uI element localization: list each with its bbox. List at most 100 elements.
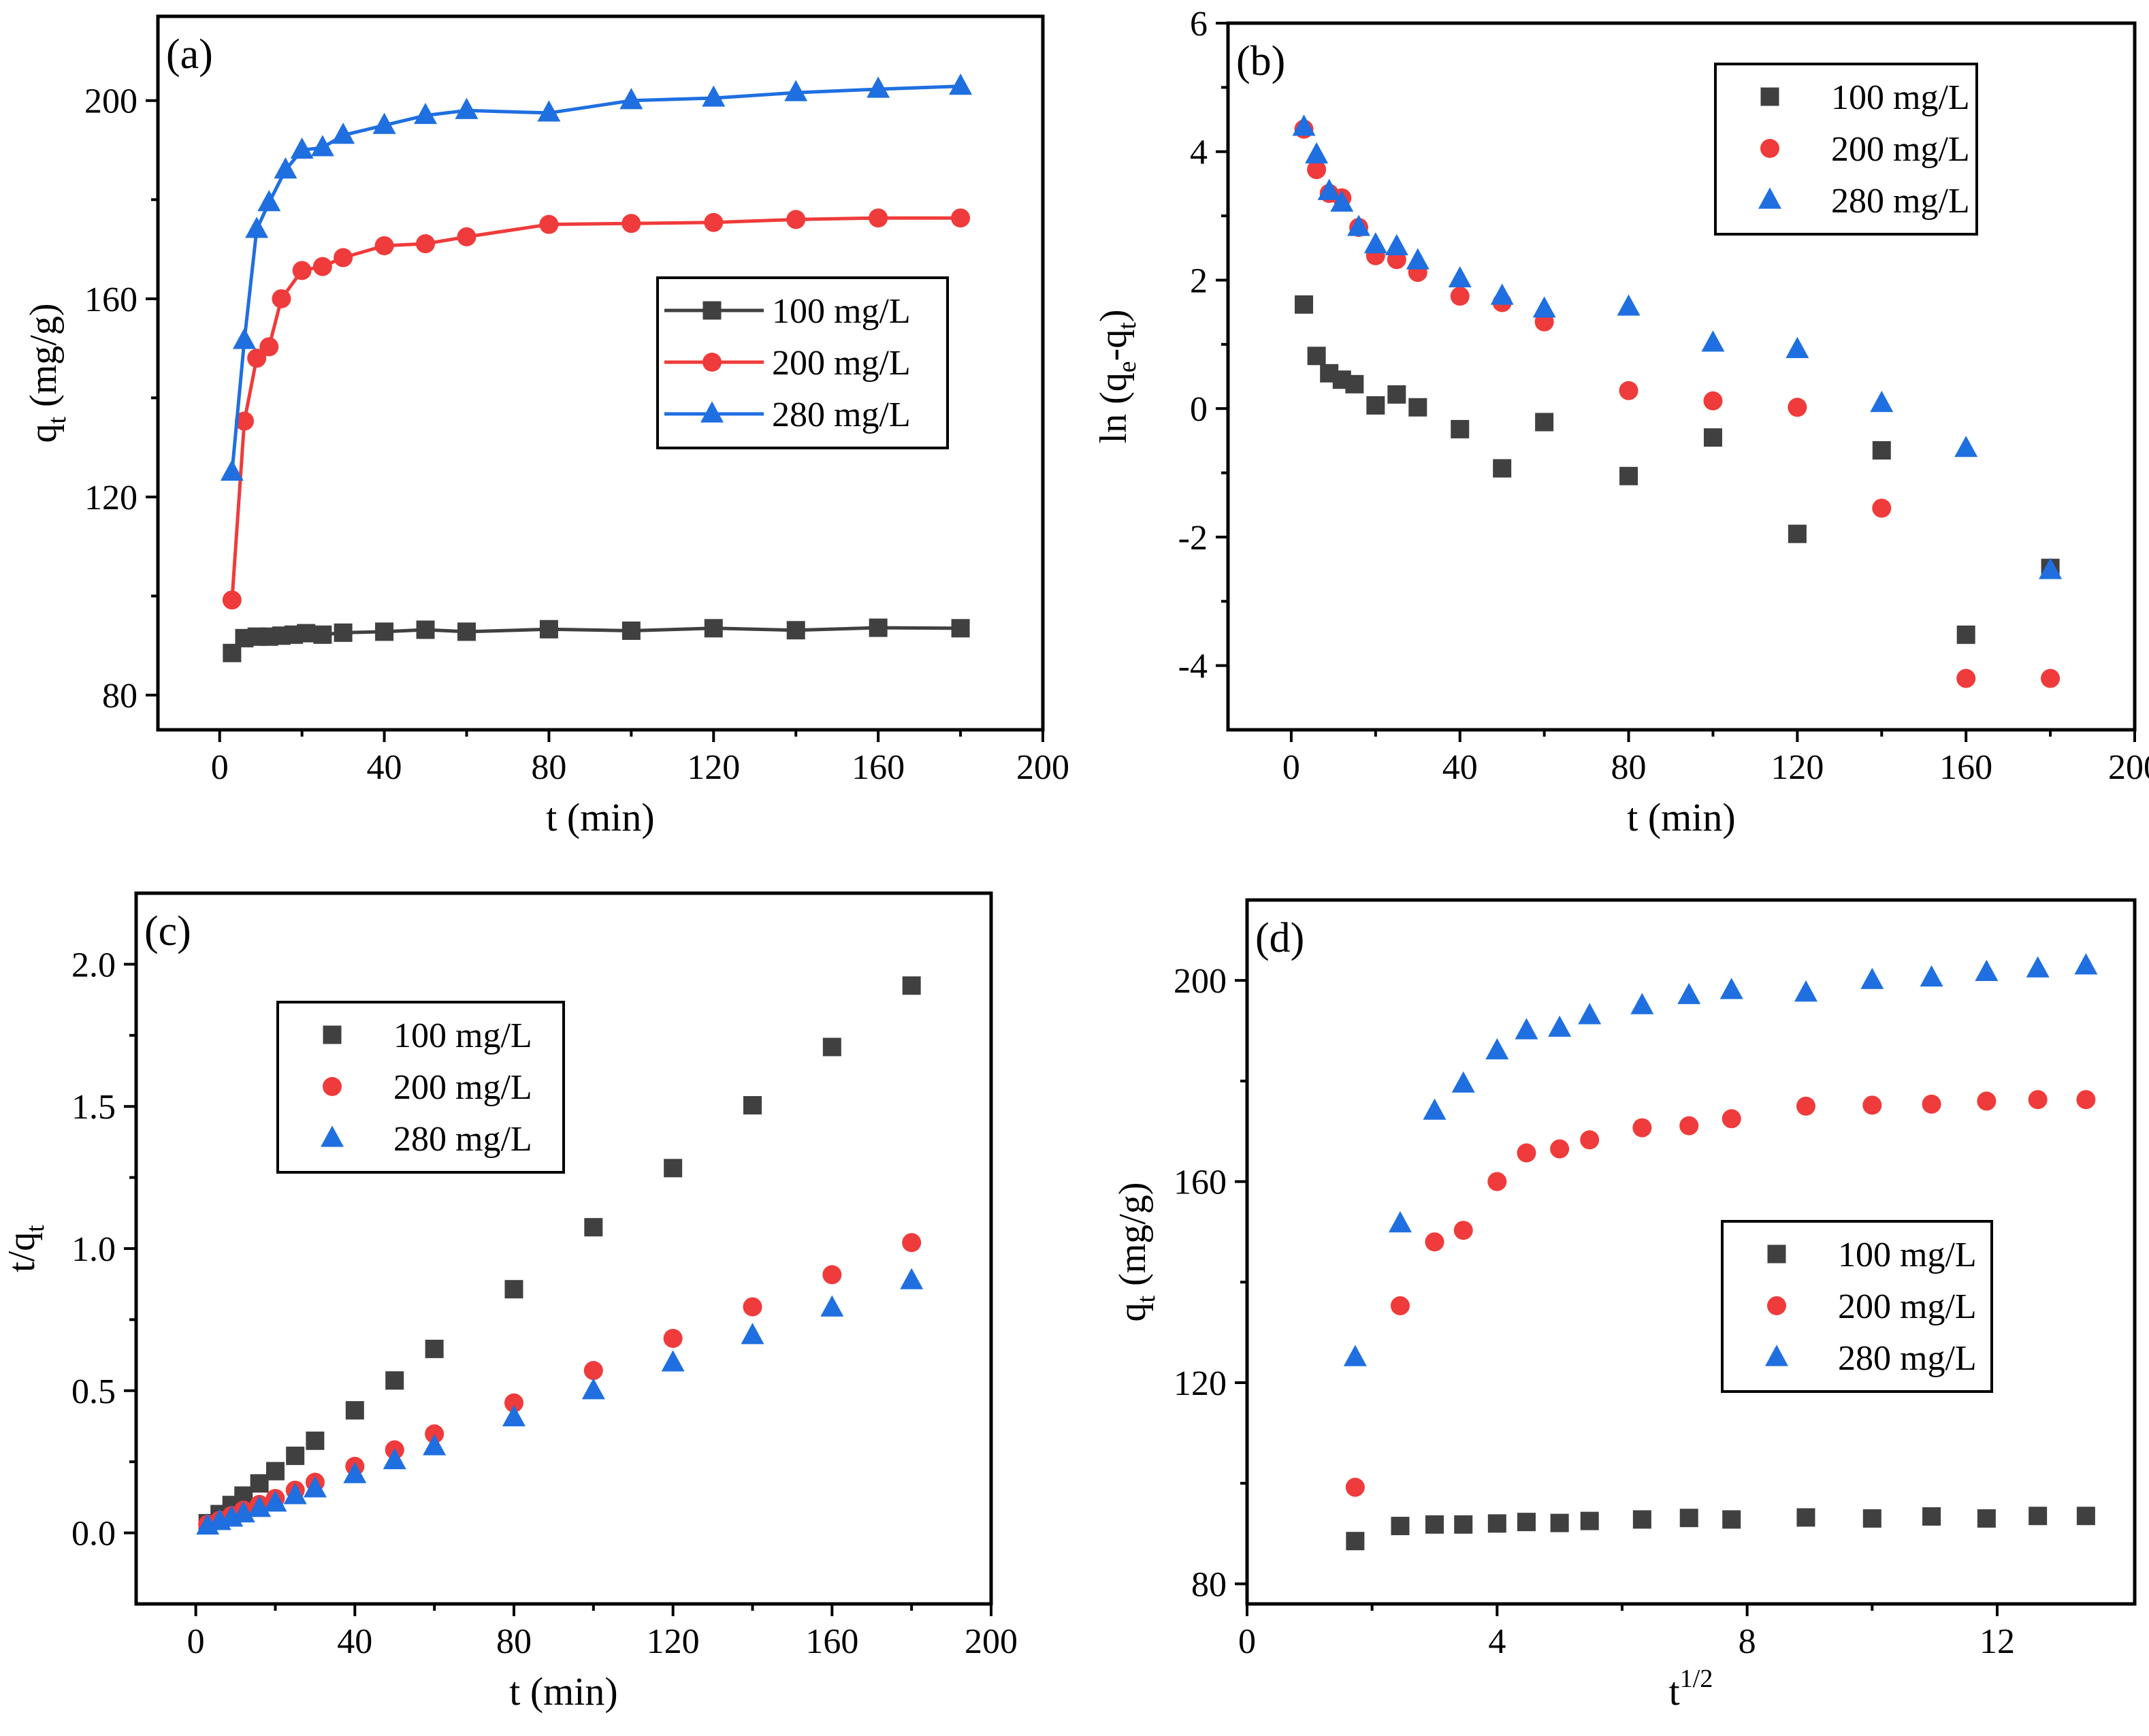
x-tick-label: 0: [1282, 748, 1300, 787]
data-point: [1408, 398, 1427, 417]
data-point: [272, 289, 291, 308]
data-point: [234, 411, 254, 431]
y-tick-label: 0.0: [71, 1515, 116, 1554]
data-point: [265, 1462, 285, 1481]
y-axis-label: t/qt: [1, 1225, 50, 1272]
data-point: [220, 459, 244, 481]
data-point: [334, 248, 353, 268]
data-point: [1977, 1091, 1997, 1111]
legend-marker: [323, 1025, 342, 1044]
legend-label: 280 mg/L: [1838, 1339, 1977, 1378]
data-point: [1922, 1507, 1941, 1526]
data-point: [1346, 1532, 1365, 1551]
legend-box: [1714, 63, 1978, 236]
legend-label: 200 mg/L: [1838, 1287, 1977, 1326]
data-point: [822, 1265, 842, 1285]
series-200-mg-l: [222, 208, 971, 610]
data-point: [951, 619, 970, 638]
data-point: [902, 976, 921, 995]
x-tick-label: 80: [496, 1622, 532, 1661]
y-tick-label: 4: [1190, 133, 1208, 172]
data-point: [1703, 428, 1722, 447]
legend-marker: [1765, 1345, 1788, 1366]
data-point: [1701, 330, 1725, 352]
y-tick-label: 1.5: [71, 1088, 116, 1127]
series-280-mg-l: [196, 1268, 924, 1535]
legend-marker: [702, 353, 722, 372]
data-point: [290, 137, 314, 159]
data-point: [1872, 498, 1892, 518]
data-point: [584, 1218, 603, 1237]
series-100-mg-l: [1346, 1507, 2095, 1551]
data-point: [1517, 1143, 1536, 1163]
data-point: [2041, 669, 2061, 688]
data-point: [1794, 980, 1817, 1002]
x-tick-label: 200: [2108, 748, 2149, 787]
y-tick-label: 200: [84, 82, 138, 121]
data-point: [1385, 234, 1408, 255]
x-tick-label: 40: [367, 748, 402, 787]
legend-marker: [1758, 187, 1781, 209]
data-point: [1388, 1211, 1412, 1233]
data-point: [1363, 231, 1387, 254]
data-point: [423, 1434, 447, 1456]
data-point: [1453, 1221, 1473, 1240]
data-point: [1719, 978, 1743, 999]
data-point: [1387, 385, 1406, 404]
legend-marker: [1767, 1244, 1786, 1264]
data-point: [1295, 295, 1314, 314]
data-point: [743, 1096, 762, 1115]
data-point: [1862, 1509, 1881, 1528]
data-point: [539, 214, 559, 234]
series-280-mg-l: [220, 74, 973, 481]
legend-marker: [702, 301, 722, 320]
plot-frame: [1245, 898, 2137, 1606]
data-point: [504, 1393, 523, 1413]
data-point: [1487, 1172, 1507, 1191]
y-axis-label: qt (mg/g): [22, 304, 71, 443]
y-tick-label: -2: [1178, 519, 1208, 558]
data-point: [2076, 1507, 2095, 1526]
data-point: [1956, 669, 1976, 688]
data-point: [1619, 466, 1638, 485]
data-point: [663, 1328, 683, 1348]
data-point: [1423, 1098, 1447, 1120]
y-tick-label: 200: [1174, 962, 1227, 1001]
data-point: [2028, 1090, 2048, 1110]
legend-label: 280 mg/L: [772, 396, 911, 434]
data-point: [619, 88, 643, 110]
x-tick-label: 120: [647, 1622, 700, 1661]
data-point: [1366, 396, 1385, 415]
data-point: [1535, 413, 1554, 432]
panel-label: (b): [1236, 38, 1285, 84]
data-point: [902, 1233, 922, 1253]
data-point: [621, 214, 641, 234]
data-point: [245, 216, 269, 238]
x-tick-label: 0: [187, 1622, 205, 1661]
data-point: [539, 620, 558, 639]
data-point: [313, 625, 332, 644]
data-point: [1722, 1109, 1741, 1129]
data-point: [312, 257, 332, 276]
data-point: [1515, 1018, 1538, 1040]
legend-label: 280 mg/L: [393, 1120, 532, 1159]
data-point: [1307, 160, 1327, 180]
series-200-mg-l: [1345, 1090, 2096, 1497]
data-point: [661, 1350, 685, 1372]
series-100-mg-l: [1295, 295, 2060, 644]
data-point: [1345, 374, 1364, 393]
data-point: [247, 349, 267, 368]
data-point: [1490, 283, 1514, 305]
y-tick-label: 6: [1190, 5, 1208, 44]
data-point: [1425, 1232, 1444, 1252]
data-point: [1677, 982, 1701, 1004]
data-point: [332, 123, 355, 144]
data-point: [286, 1446, 305, 1465]
data-point: [1330, 190, 1354, 212]
y-tick-label: -4: [1178, 647, 1208, 686]
y-tick-label: 160: [1174, 1163, 1227, 1202]
data-point: [231, 1501, 255, 1523]
legend-label: 200 mg/L: [393, 1068, 532, 1107]
data-point: [1956, 625, 1975, 644]
